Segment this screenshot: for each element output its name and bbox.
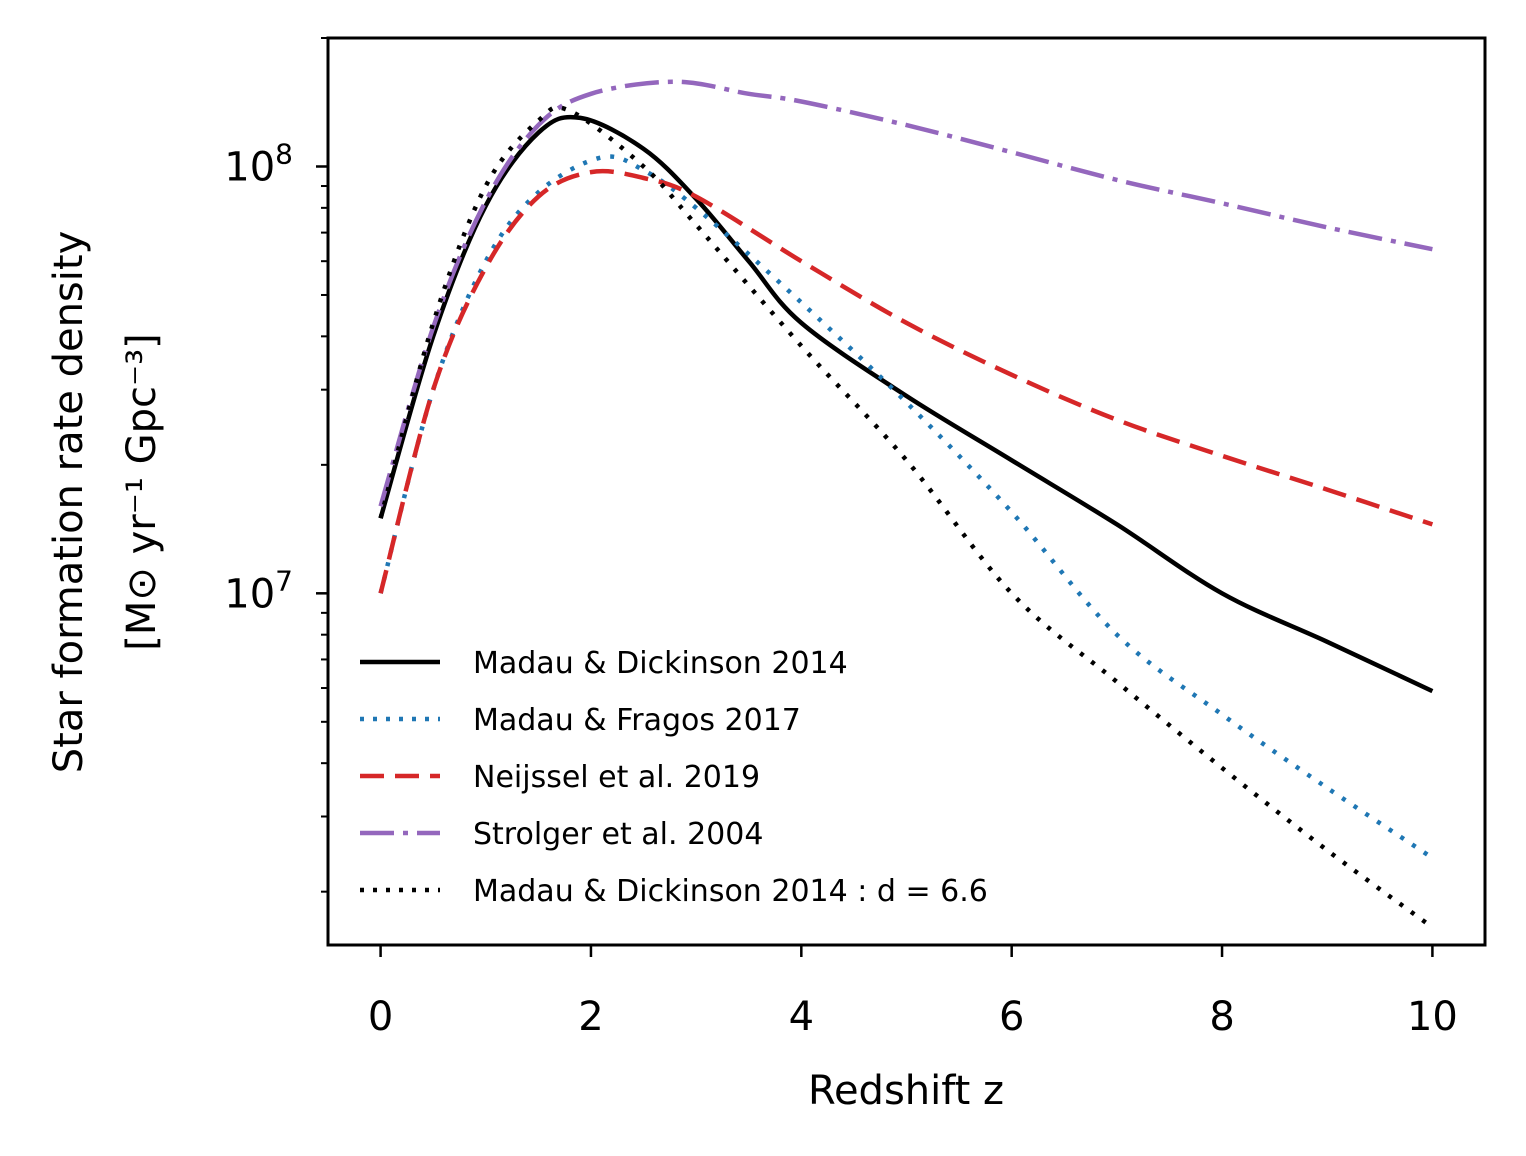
- x-tick-label-6: 6: [999, 994, 1024, 1040]
- y-axis-ticks: 107 108: [224, 37, 328, 893]
- legend-label-4: Strolger et al. 2004: [473, 817, 763, 852]
- series-layer: [378, 79, 1434, 930]
- x-tick-label-8: 8: [1209, 994, 1234, 1040]
- y-tick-label-1: 108: [224, 137, 293, 190]
- y-axis-label-line1: Star formation rate density: [46, 231, 92, 773]
- series-line-5: [378, 105, 1434, 930]
- series-line-4: [378, 79, 1433, 507]
- x-axis-ticks: 0 2 4 6 8 10: [368, 945, 1458, 1040]
- plot-frame: [326, 36, 1487, 947]
- legend-label-1: Madau & Dickinson 2014: [473, 646, 848, 681]
- x-tick-label-0: 0: [368, 994, 393, 1040]
- legend-label-3: Neijssel et al. 2019: [473, 760, 760, 795]
- x-tick-label-2: 2: [578, 994, 603, 1040]
- series-line-2: [378, 154, 1434, 860]
- y-tick-label-0: 107: [224, 564, 293, 617]
- series-line-1: [378, 114, 1434, 694]
- x-tick-label-4: 4: [789, 994, 814, 1040]
- x-tick-label-10: 10: [1407, 994, 1458, 1040]
- series-line-3: [378, 168, 1434, 594]
- x-axis-label: Redshift z: [808, 1068, 1004, 1114]
- legend-label-5: Madau & Dickinson 2014 : d = 6.6: [473, 874, 988, 909]
- legend-label-2: Madau & Fragos 2017: [473, 703, 801, 738]
- y-axis-label-line2: [M⊙ yr⁻¹ Gpc⁻³]: [119, 333, 165, 650]
- legend: Madau & Dickinson 2014 Madau & Fragos 201…: [360, 646, 988, 909]
